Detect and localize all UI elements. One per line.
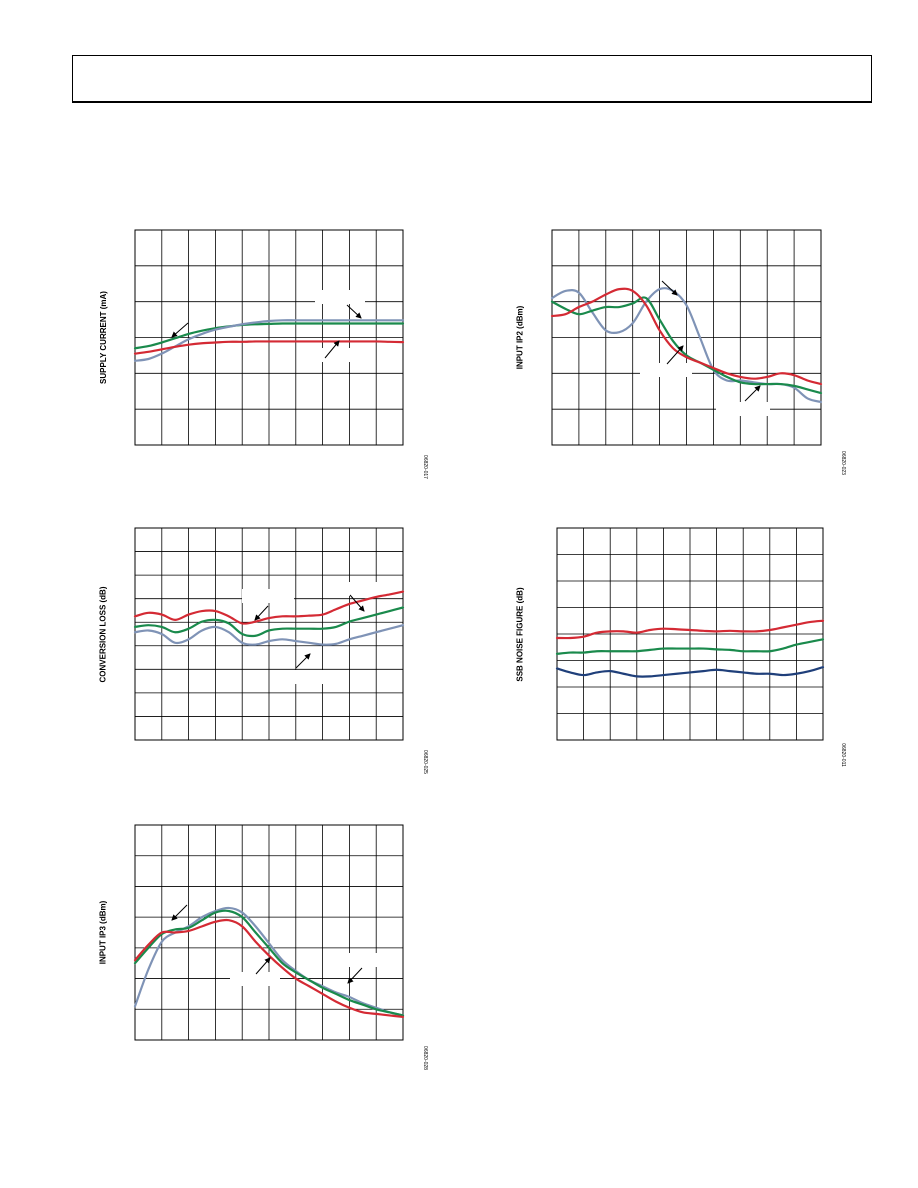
conversion-loss-callout-arrow-2 [295,653,311,669]
supply-current-callout-box-0 [315,290,365,304]
conversion-loss-callout-box-0 [242,589,294,603]
supply-current-ylabel: SUPPLY CURRENT (mA) [98,290,108,384]
conversion-loss-ylabel: CONVERSION LOSS (dB) [98,585,108,683]
supply-current-series-0-line [133,322,405,350]
conversion-loss-callout-arrow-1 [349,594,365,612]
conversion-loss-figure-code: 06820-025 [421,750,428,774]
conversion-loss-chart [133,527,405,741]
supply-current-chart [133,229,405,446]
conversion-loss-callout-arrow-0 [254,605,269,621]
input-ip2-series-1-line [550,296,823,395]
input-ip2-chart [550,229,823,446]
ssb-noise-figure-series-0-line [555,619,825,640]
input-ip2-callout-box-1 [716,402,770,416]
input-ip2-callout-arrow-1 [744,385,761,402]
input-ip2-callout-arrow-0 [666,345,684,365]
input-ip3-series-1-line [133,909,405,1017]
input-ip3-callout-box-0 [230,972,280,986]
supply-current-series-2-line [133,340,405,355]
ssb-noise-figure-chart [555,527,825,741]
ssb-noise-figure-ylabel: SSB NOISE FIGURE (dB) [515,586,525,682]
input-ip3-chart [133,824,405,1041]
input-ip2-series-2-line [550,287,823,386]
supply-current-callout-arrow-2 [171,322,189,338]
conversion-loss-callout-box-1 [325,582,395,596]
conversion-loss-series-2-line [133,624,405,646]
supply-current-callout-arrow-0 [346,304,362,319]
input-ip3-series-2-line [133,918,405,1019]
supply-current-series-1-line [133,319,405,362]
input-ip3-callout-arrow-0 [255,957,271,975]
ssb-noise-figure-figure-code: 06820-011 [839,743,846,767]
ssb-noise-figure-series-1-line [555,638,825,655]
input-ip3-series-0-line [133,906,405,1017]
input-ip2-callout-box-0 [640,363,692,377]
input-ip3-figure-code: 06820-028 [421,1046,428,1070]
ssb-noise-figure-series-2-line [555,666,825,678]
conversion-loss-callout-box-2 [270,670,325,684]
input-ip3-callout-arrow-2 [171,904,188,921]
supply-current-callout-box-1 [322,348,370,362]
supply-current-callout-arrow-1 [324,340,340,359]
input-ip3-callout-box-1 [330,953,380,967]
input-ip3-ylabel: INPUT IP3 (dBm) [98,900,108,964]
page-header-box [72,55,872,103]
input-ip2-callout-arrow-2 [661,280,678,296]
supply-current-figure-code: 06820-017 [421,455,428,479]
input-ip2-figure-code: 06820-023 [839,451,846,475]
conversion-loss-series-0-line [133,590,405,625]
input-ip2-ylabel: INPUT IP2 (dBm) [515,305,525,369]
conversion-loss-series-1-line [133,606,405,638]
input-ip3-callout-arrow-1 [347,967,363,984]
